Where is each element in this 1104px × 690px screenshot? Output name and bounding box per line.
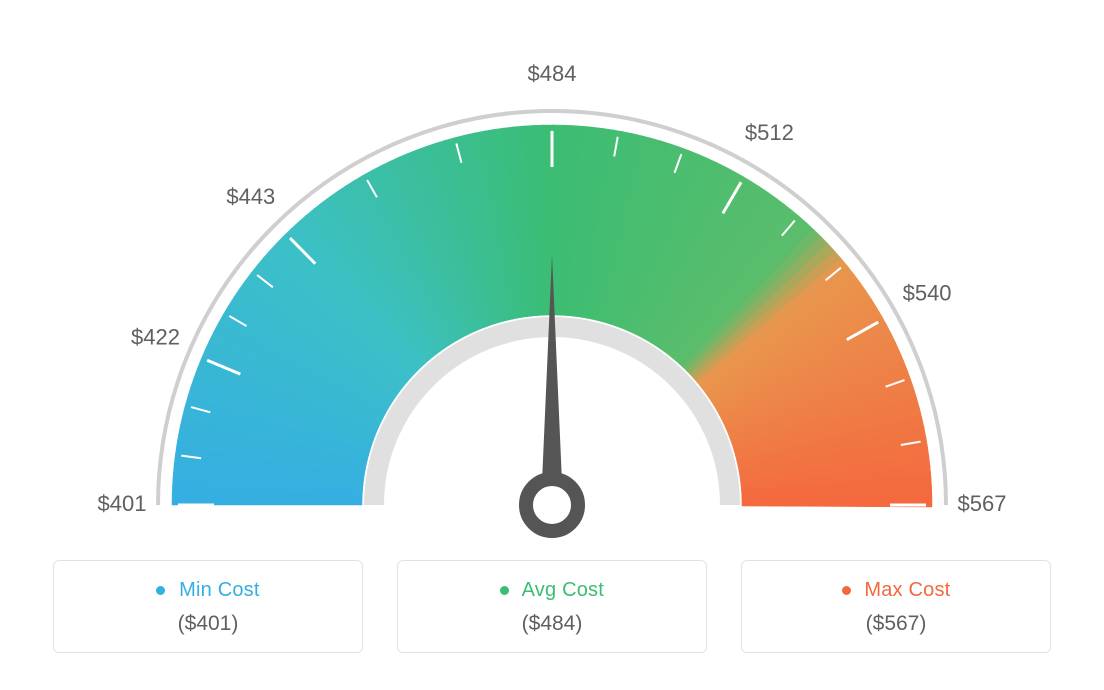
- svg-text:$567: $567: [958, 491, 1007, 516]
- avg-cost-value: ($484): [408, 612, 696, 636]
- gauge-container: $401 $422 $443 $484 $512 $540 $567: [0, 0, 1104, 560]
- max-cost-value: ($567): [752, 612, 1040, 636]
- min-cost-label: Min Cost: [179, 579, 260, 601]
- max-cost-title: Max Cost: [752, 579, 1040, 602]
- max-dot-icon: [842, 586, 851, 595]
- avg-dot-icon: [500, 586, 509, 595]
- svg-text:$401: $401: [98, 491, 147, 516]
- min-cost-value: ($401): [64, 612, 352, 636]
- legend-row: Min Cost ($401) Avg Cost ($484) Max Cost…: [0, 560, 1104, 653]
- min-cost-title: Min Cost: [64, 579, 352, 602]
- max-cost-card: Max Cost ($567): [741, 560, 1051, 653]
- svg-text:$443: $443: [226, 184, 275, 209]
- min-cost-card: Min Cost ($401): [53, 560, 363, 653]
- svg-text:$540: $540: [903, 281, 952, 306]
- svg-text:$512: $512: [745, 120, 794, 145]
- avg-cost-card: Avg Cost ($484): [397, 560, 707, 653]
- max-cost-label: Max Cost: [864, 579, 950, 601]
- svg-text:$422: $422: [131, 324, 180, 349]
- svg-text:$484: $484: [528, 61, 577, 86]
- min-dot-icon: [156, 586, 165, 595]
- gauge-svg: $401 $422 $443 $484 $512 $540 $567: [0, 0, 1104, 560]
- avg-cost-label: Avg Cost: [522, 579, 604, 601]
- avg-cost-title: Avg Cost: [408, 579, 696, 602]
